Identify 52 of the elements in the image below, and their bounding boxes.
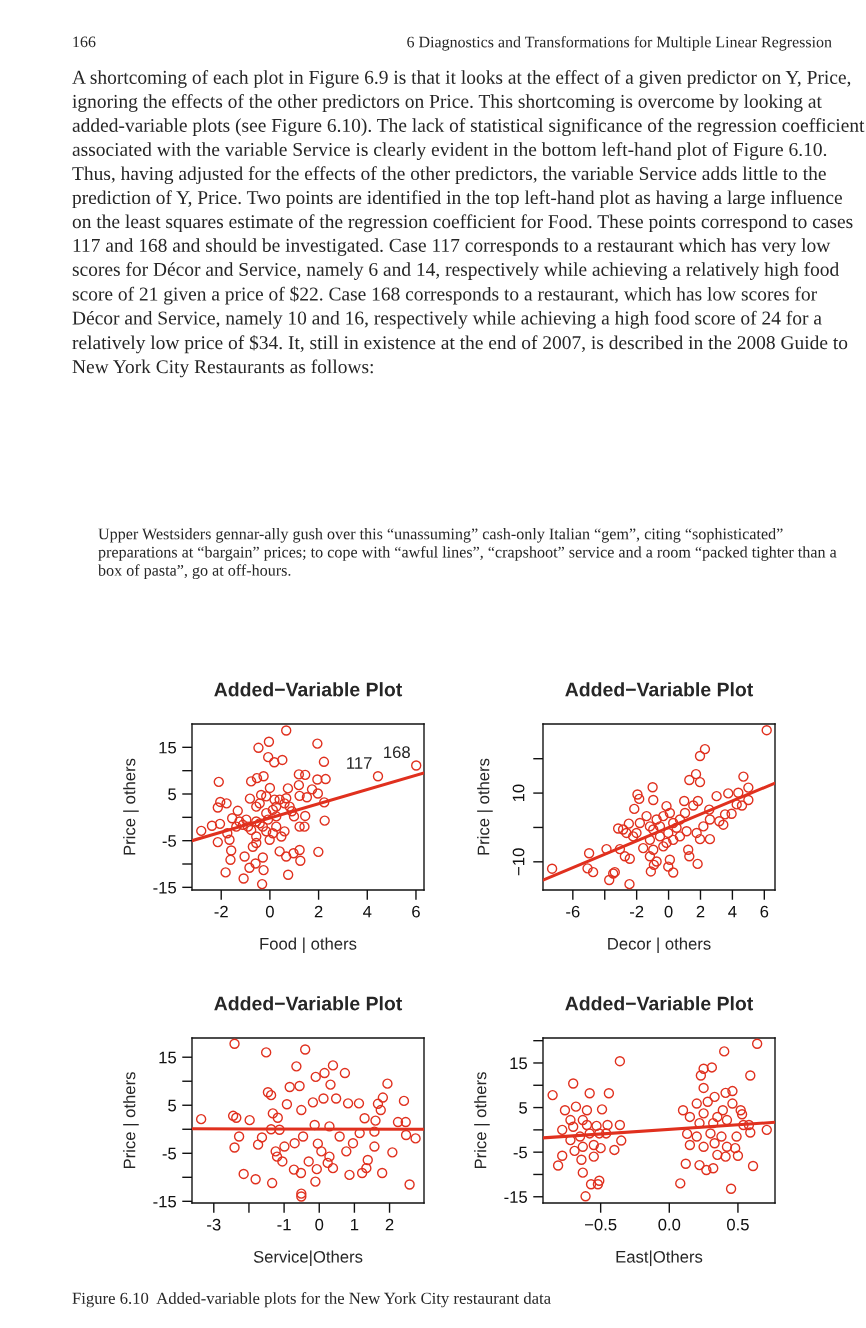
x-tick-label: 1: [351, 1218, 359, 1231]
annotation: 168: [384, 746, 410, 759]
x-tick-label: 0: [265, 905, 274, 918]
y-tick-label: -15: [153, 881, 177, 894]
x-axis-title: East|Others: [616, 1250, 703, 1267]
x-tick-label: -3: [207, 1218, 221, 1231]
y-axis-title: Price | others: [123, 758, 139, 855]
x-tick-label: 2: [696, 905, 705, 918]
text: 6 Diagnostics and Transformations for Multiple Linear Regression: [407, 36, 832, 51]
x-tick-label: 4: [728, 905, 737, 918]
caption: Figure 6.10 Added-variable plots for the New York City restaurant data: [72, 1292, 551, 1308]
text: 166: [73, 36, 96, 48]
x-tick-label: 6: [412, 905, 420, 918]
x-tick-label: 4: [363, 905, 372, 918]
y-tick-label: 5: [168, 788, 177, 801]
y-tick-label: −10: [512, 848, 525, 876]
y-tick-label: -15: [153, 1195, 177, 1208]
x-tick-label: 0.0: [658, 1218, 681, 1231]
x-tick-label: 2: [385, 1218, 394, 1231]
y-axis-title: Price | others: [123, 1072, 139, 1169]
x-tick-label: 0.5: [727, 1218, 749, 1231]
y-tick-label: 15: [159, 741, 177, 754]
y-tick-label: -5: [162, 835, 177, 847]
x-tick-label: -1: [277, 1218, 291, 1231]
y-axis-title: Price | others: [477, 758, 493, 855]
chart-title: Added−Variable Plot: [214, 996, 403, 1011]
x-axis-title: Service|Others: [253, 1250, 363, 1267]
y-tick-label: 5: [519, 1102, 528, 1114]
y-tick-label: 15: [510, 1057, 528, 1070]
x-tick-label: -2: [629, 905, 644, 918]
y-tick-label: -15: [504, 1191, 528, 1203]
x-axis-title: Decor | others: [608, 937, 711, 954]
text: Upper Westsiders gennar-ally gush over this “unassuming” cash-only Italian “gem”, citing “sophisticated” preparations at “bargain” prices; to cope with “awful lines”, “crapshoot” service and a room “packed tighter than a box of pasta”, go at off-hours.: [98, 528, 837, 580]
x-tick-label: -6: [566, 905, 580, 918]
y-tick-label: -5: [513, 1146, 528, 1159]
y-axis-title: Price | others: [474, 1072, 490, 1169]
chart-title: Added−Variable Plot: [214, 682, 403, 697]
annotation: 117: [347, 757, 372, 769]
x-tick-label: 0: [315, 1218, 324, 1231]
text: A shortcoming of each plot in Figure 6.9 is that it looks at the effect of a given predictor on Y, Price, ignoring the effects of the other predictors on Price. This shortcoming is overcome by looking at added-variable plots (see Figure 6.10). The lack of statistical significance of the regression coefficient associated with the variable Service is clearly evident in the bottom left-hand plot of Figure 6.10. Thus, having adjusted for the effects of the other predictors, the variable Service adds little to the prediction of Y, Price. Two points are identified in the top left-hand plot as having a large influence on the least squares estimate of the regression coefficient for Food. These points correspond to cases 117 and 168 and should be investigated. Case 117 corresponds to a restaurant which has very low scores for Décor and Service, namely 6 and 14, respectively while achieving a relatively high food score of 21 given a price of $22. Case 168 corresponds to a restaurant, which has low scores for Décor and Service, namely 10 and 16, respectively while achieving a high food score of 24 for a relatively low price of $34. It, still in existence at the end of 2007, is described in the 2008 Guide to New York City Restaurants as follows:: [72, 70, 865, 378]
chart-title: Added−Variable Plot: [565, 682, 754, 697]
y-tick-label: 10: [512, 784, 525, 802]
x-tick-label: −0.5: [585, 1218, 617, 1231]
x-tick-label: 0: [664, 905, 673, 918]
y-tick-label: -5: [162, 1147, 177, 1160]
y-tick-label: 15: [159, 1051, 177, 1064]
x-tick-label: 6: [760, 905, 769, 918]
chart-title: Added−Variable Plot: [565, 996, 754, 1011]
y-tick-label: 5: [168, 1099, 177, 1112]
x-tick-label: 2: [314, 905, 323, 918]
x-tick-label: -2: [214, 905, 228, 918]
x-axis-title: Food | others: [260, 937, 357, 954]
